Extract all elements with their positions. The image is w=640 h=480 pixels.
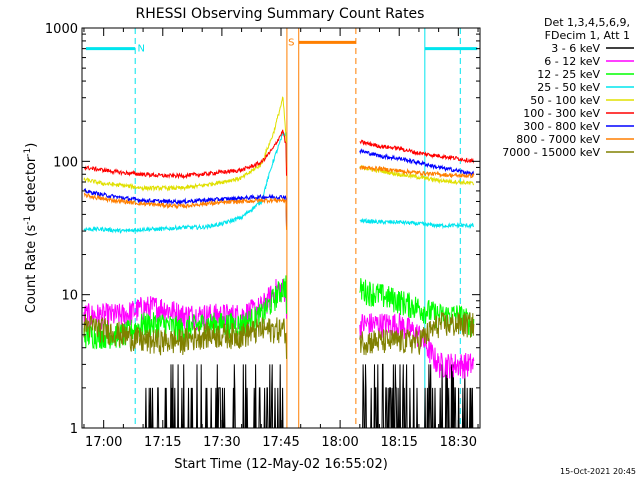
plot-area: NS <box>83 28 478 429</box>
series-7-pre-line <box>83 192 287 230</box>
y-tick-label-1: 10 <box>61 289 78 304</box>
marker-flag-label-1: S <box>288 37 294 48</box>
chart-title: RHESSI Observing Summary Count Rates <box>136 6 425 22</box>
series-1-pre-line <box>83 278 287 331</box>
y-tick-label-0: 1 <box>70 422 78 437</box>
series-4-pre-line <box>83 96 287 192</box>
x-tick-label-3: 17:45 <box>262 435 299 450</box>
legend-label-1: 6 - 12 keV <box>544 55 600 68</box>
y-axis-label: Count Rate (s-1 detector-1) <box>23 143 39 314</box>
y-axis-label-exponent-2: -1 <box>23 148 33 157</box>
x-tick-label-2: 17:30 <box>203 435 240 450</box>
series-7-post-line <box>359 165 475 179</box>
x-tick-label-4: 18:00 <box>321 435 358 450</box>
x-tick-label-5: 18:15 <box>380 435 417 450</box>
x-tick-label-6: 18:30 <box>440 435 477 450</box>
legend-label-6: 300 - 800 keV <box>523 120 600 133</box>
x-tick-label-0: 17:00 <box>85 435 122 450</box>
legend: Det 1,3,4,5,6,9,FDecim 1, Att 13 - 6 keV… <box>502 16 634 159</box>
legend-label-5: 100 - 300 keV <box>523 107 600 120</box>
series-3-post-line <box>359 217 475 230</box>
y-tick-label-2: 100 <box>53 155 78 170</box>
series-4-post-line <box>359 164 475 186</box>
legend-label-7: 800 - 7000 keV <box>516 133 600 146</box>
marker-flag-label-0: N <box>138 44 145 55</box>
legend-label-3: 25 - 50 keV <box>537 81 600 94</box>
plot-frame <box>81 27 481 429</box>
axes: 17:00 17:15 17:30 17:45 18:00 18:15 18:30 1 10 10… <box>45 22 480 450</box>
legend-header-1: FDecim 1, Att 1 <box>545 29 630 42</box>
series-2-post-line <box>359 278 475 337</box>
y-tick-label-3: 1000 <box>45 22 78 37</box>
series-3-pre-line <box>83 131 287 234</box>
legend-label-4: 50 - 100 keV <box>530 94 600 107</box>
legend-label-8: 7000 - 15000 keV <box>502 146 600 159</box>
series-5-post-line <box>359 139 475 164</box>
timestamp: 15-Oct-2021 20:45 <box>560 467 636 476</box>
y-axis-label-main: Count Rate (s <box>24 225 39 314</box>
y-axis-label-end: ) <box>24 143 39 148</box>
series-8-pre-line <box>83 313 287 359</box>
series-6-post-line <box>359 148 475 176</box>
y-axis-label-exponent-1: -1 <box>23 216 33 225</box>
legend-header-0: Det 1,3,4,5,6,9, <box>544 16 630 29</box>
legend-label-0: 3 - 6 keV <box>551 42 600 55</box>
legend-label-2: 12 - 25 keV <box>537 68 600 81</box>
x-axis-label: Start Time (12-May-02 16:55:02) <box>174 457 388 472</box>
series-6-pre-line <box>83 187 287 227</box>
series-0-pre-line <box>143 364 286 429</box>
y-axis-label-middle: detector <box>24 156 39 216</box>
series-8-post-line <box>359 311 475 356</box>
x-tick-label-1: 17:15 <box>144 435 181 450</box>
series-5-pre-line <box>83 129 287 180</box>
series-0-post-line <box>359 363 474 429</box>
